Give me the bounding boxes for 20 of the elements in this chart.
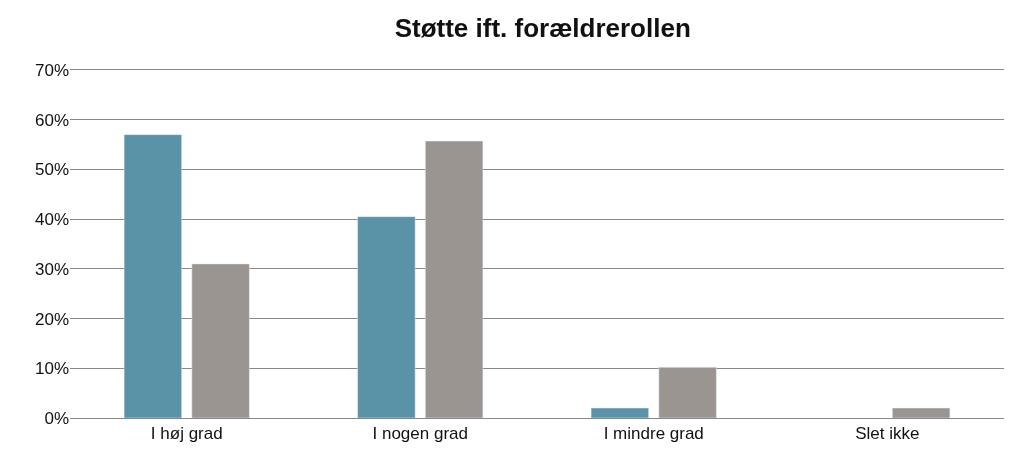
bar (658, 367, 717, 418)
x-tick-label: Slet ikke (855, 424, 920, 444)
bar (357, 216, 416, 418)
x-tick-label: I nogen grad (372, 424, 468, 444)
bar (425, 140, 484, 418)
y-tick-label: 30% (34, 259, 69, 279)
y-tick-label: 10% (34, 359, 69, 379)
y-tick-label: 60% (34, 110, 69, 130)
y-tick-label: 40% (34, 210, 69, 230)
bar (191, 263, 250, 418)
bar (590, 407, 649, 418)
y-tick-label: 20% (34, 309, 69, 329)
bar (892, 407, 951, 418)
bar (123, 134, 182, 418)
y-tick-label: 50% (34, 160, 69, 180)
x-tick-label: I høj grad (150, 424, 223, 444)
y-tick-label: 0% (44, 408, 69, 428)
x-tick-label: I mindre grad (603, 424, 704, 444)
chart-title: Støtte ift. forældrerollen (394, 12, 691, 43)
y-tick-label: 70% (34, 60, 69, 80)
